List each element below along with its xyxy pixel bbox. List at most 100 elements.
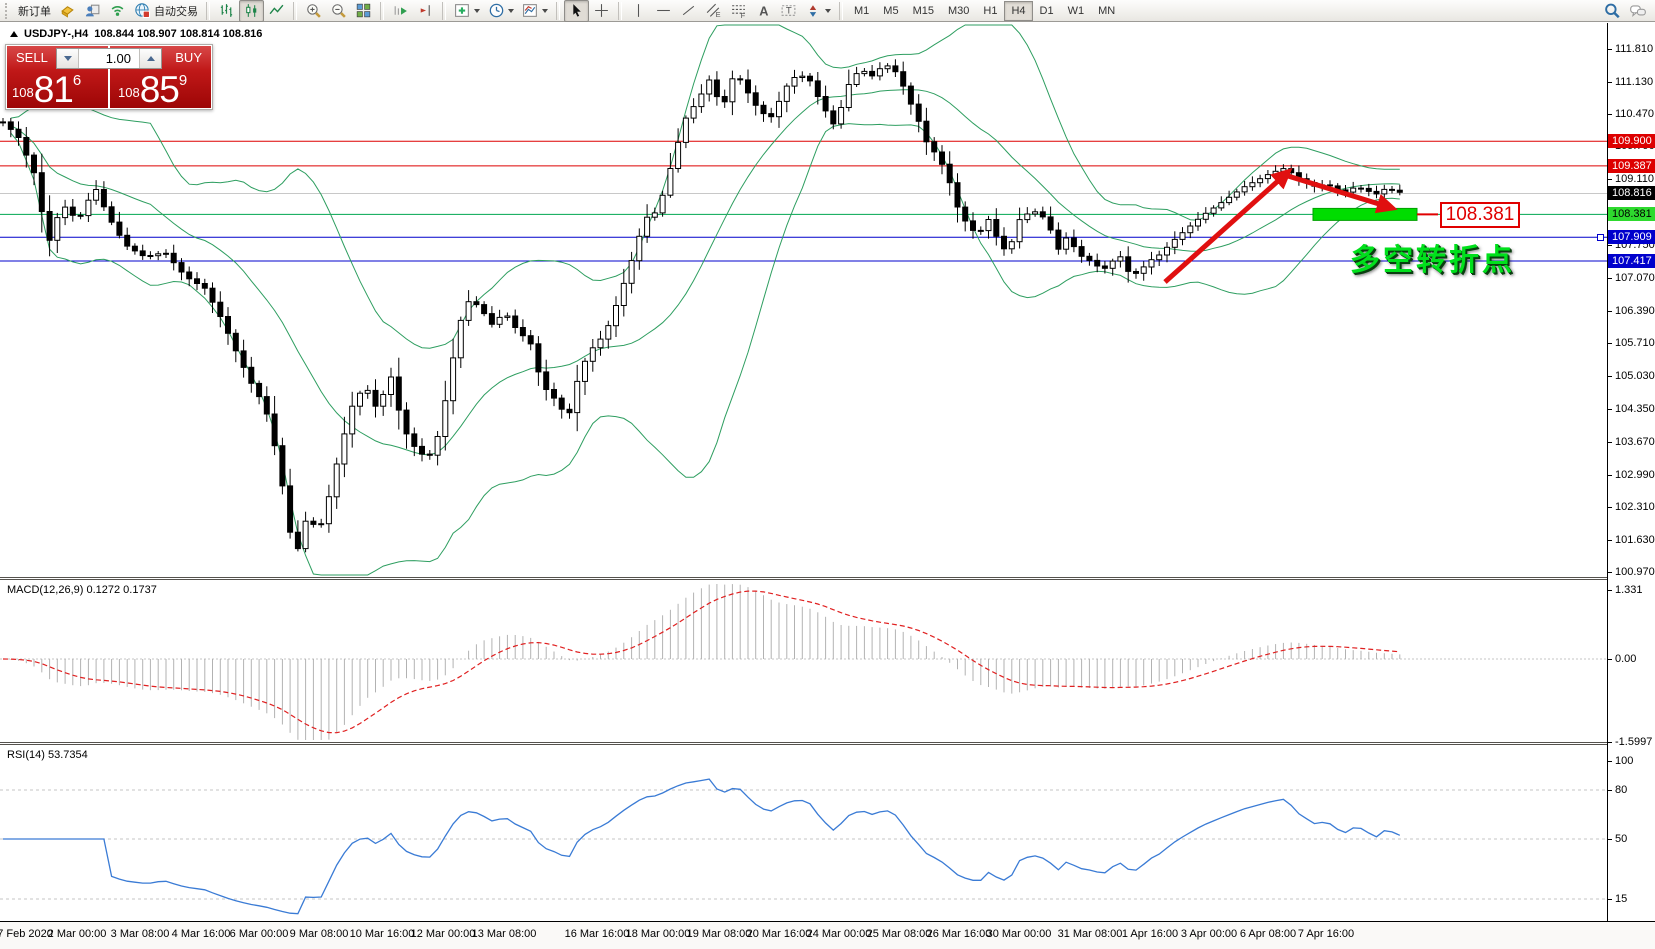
autotrading-button[interactable]: 自动交易 bbox=[130, 0, 202, 22]
crosshair-icon bbox=[595, 4, 608, 17]
volume-input[interactable]: 1.00 bbox=[105, 51, 131, 66]
text-a-icon: A bbox=[759, 3, 768, 18]
panel-separator[interactable] bbox=[0, 742, 1655, 745]
signals-button[interactable] bbox=[105, 0, 130, 22]
timeframe-m15[interactable]: M15 bbox=[912, 4, 934, 17]
time-axis-label: 27 Feb 2020 bbox=[0, 928, 53, 940]
timeframe-w1[interactable]: W1 bbox=[1067, 4, 1085, 17]
macd-canvas[interactable] bbox=[0, 581, 1607, 743]
zoom-in-icon bbox=[307, 4, 321, 18]
chat-icon bbox=[1630, 4, 1646, 17]
macd-label: MACD(12,26,9) 0.1272 0.1737 bbox=[7, 584, 157, 596]
timeframe-h4[interactable]: H4 bbox=[1004, 0, 1033, 21]
time-axis-label: 31 Mar 08:00 bbox=[1057, 928, 1123, 940]
price-tick-label: 105.710 bbox=[1615, 337, 1655, 350]
rsi-tick-label: 80 bbox=[1615, 784, 1628, 796]
dropdown-arrow-icon bbox=[825, 8, 831, 13]
signal-icon bbox=[111, 5, 124, 16]
market-watch-button[interactable] bbox=[80, 0, 105, 22]
arrows-button[interactable] bbox=[801, 0, 835, 22]
buy-price-point: 9 bbox=[178, 72, 188, 89]
buy-price-pips: 85 bbox=[139, 69, 180, 110]
indicators-button[interactable] bbox=[450, 0, 484, 22]
volume-decrease-button[interactable] bbox=[57, 49, 79, 68]
chart-ohlc-values: 108.844 108.907 108.814 108.816 bbox=[94, 28, 263, 40]
candlestick-chart-button[interactable] bbox=[239, 0, 264, 22]
toolbar-separator bbox=[442, 1, 446, 20]
crosshair-button[interactable] bbox=[589, 0, 614, 22]
timeframe-mn[interactable]: MN bbox=[1098, 4, 1116, 17]
timeframe-m1[interactable]: M1 bbox=[854, 4, 870, 17]
timeframe-h1[interactable]: H1 bbox=[983, 4, 998, 17]
price-tick-mark bbox=[1608, 81, 1612, 83]
text-button[interactable]: A bbox=[751, 0, 776, 22]
rsi-tick-mark bbox=[1608, 839, 1612, 840]
history-center-icon[interactable] bbox=[55, 0, 80, 22]
clock-icon bbox=[489, 3, 504, 18]
horizontal-line-button[interactable] bbox=[651, 0, 676, 22]
rsi-canvas[interactable] bbox=[0, 746, 1607, 921]
candlestick-chart-icon bbox=[246, 4, 257, 17]
price-tick-label: 102.990 bbox=[1615, 468, 1655, 481]
zoom-out-button[interactable] bbox=[326, 0, 351, 22]
up-arrow-icon bbox=[146, 56, 155, 61]
chart-shift-icon bbox=[420, 5, 430, 16]
main-chart-canvas[interactable] bbox=[0, 23, 1607, 577]
time-axis-border bbox=[0, 921, 1655, 922]
buy-button[interactable]: BUY 108 85 9 bbox=[110, 46, 211, 108]
zoom-in-button[interactable] bbox=[301, 0, 326, 22]
toolbar-separator bbox=[293, 1, 297, 20]
line-chart-button[interactable] bbox=[264, 0, 289, 22]
price-tick-mark bbox=[1608, 113, 1612, 115]
price-tick-label: 101.630 bbox=[1615, 534, 1655, 547]
channel-button[interactable]: E bbox=[701, 0, 726, 22]
toolbar-separator bbox=[206, 1, 210, 20]
text-label-button[interactable]: T bbox=[776, 0, 801, 22]
toolbar-separator bbox=[839, 1, 843, 20]
vertical-line-button[interactable] bbox=[626, 0, 651, 22]
bar-chart-button[interactable] bbox=[214, 0, 239, 22]
fibonacci-button[interactable]: F bbox=[726, 0, 751, 22]
timeframe-m5[interactable]: M5 bbox=[883, 4, 899, 17]
price-tag: 108.381 bbox=[1608, 207, 1655, 222]
price-tick-label: 106.390 bbox=[1615, 304, 1655, 317]
panel-separator[interactable] bbox=[0, 577, 1655, 580]
search-button[interactable] bbox=[1599, 0, 1625, 22]
hline-drag-handle[interactable] bbox=[1597, 234, 1604, 241]
trendline-icon bbox=[682, 5, 695, 16]
dropdown-arrow-icon bbox=[542, 8, 548, 13]
timeframe-m30[interactable]: M30 bbox=[947, 4, 970, 17]
tile-windows-button[interactable] bbox=[351, 0, 376, 22]
new-order-button[interactable]: 新订单 bbox=[14, 0, 55, 22]
timeframe-d1[interactable]: D1 bbox=[1039, 4, 1054, 17]
cursor-icon bbox=[573, 4, 581, 17]
volume-increase-button[interactable] bbox=[139, 49, 161, 68]
toolbar-separator bbox=[380, 1, 384, 20]
cursor-button[interactable] bbox=[564, 0, 589, 22]
time-axis-label: 13 Mar 08:00 bbox=[471, 928, 537, 940]
auto-scroll-button[interactable] bbox=[388, 0, 413, 22]
trendline-button[interactable] bbox=[676, 0, 701, 22]
sell-button[interactable]: SELL 108 81 6 bbox=[7, 46, 108, 108]
time-axis-label: 30 Mar 00:00 bbox=[986, 928, 1052, 940]
price-tick-label: 111.130 bbox=[1615, 75, 1654, 88]
chinese-note: 多空转折点 bbox=[1350, 244, 1515, 277]
time-axis-label: 24 Mar 00:00 bbox=[806, 928, 872, 940]
periods-button[interactable] bbox=[484, 0, 518, 22]
text-label-icon: T bbox=[781, 5, 796, 17]
macd-tick-label: 1.331 bbox=[1615, 584, 1643, 596]
price-tag: 108.816 bbox=[1608, 186, 1655, 201]
chart-symbol-period: USDJPY-,H4 bbox=[24, 28, 89, 40]
templates-button[interactable] bbox=[518, 0, 552, 22]
svg-text:E: E bbox=[716, 10, 721, 19]
chat-button[interactable] bbox=[1625, 0, 1651, 22]
sell-price-figure: 108 bbox=[12, 85, 34, 100]
sell-price: 108 81 6 bbox=[12, 71, 81, 108]
fibonacci-icon: F bbox=[732, 5, 746, 19]
price-tick-mark bbox=[1608, 49, 1612, 50]
chart-shift-button[interactable] bbox=[413, 0, 438, 22]
time-axis-label: 2 Mar 00:00 bbox=[47, 928, 107, 940]
search-icon bbox=[1605, 3, 1620, 18]
